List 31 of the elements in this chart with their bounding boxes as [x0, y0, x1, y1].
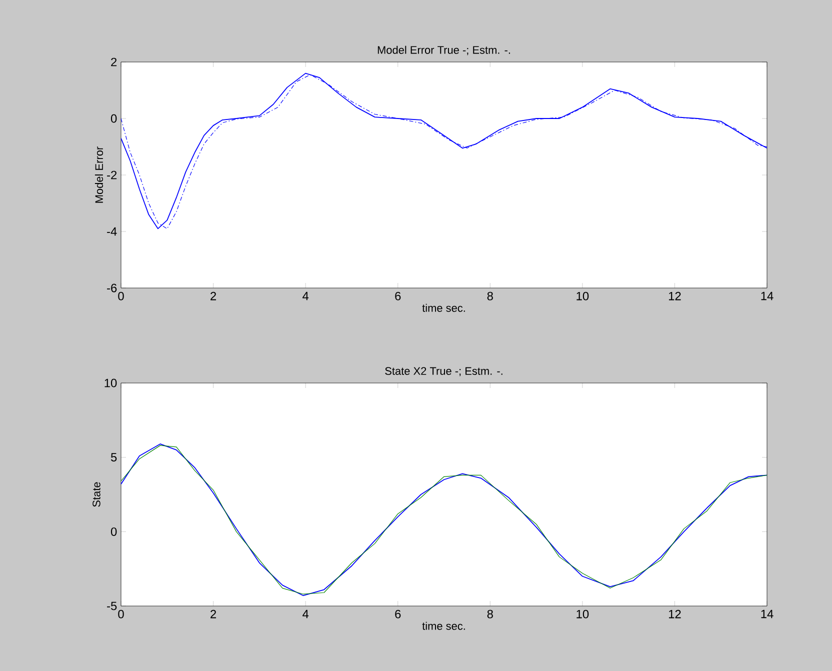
chart-title: Model Error True -; Estm. -.	[378, 46, 510, 56]
y-tick-label: 2	[111, 58, 117, 66]
x-tick-label: 8	[487, 292, 493, 300]
x-tick-label: 8	[487, 610, 493, 618]
x-tick-label: 4	[302, 292, 309, 300]
y-tick-label: 10	[104, 378, 117, 388]
x-tick-label: 2	[210, 610, 216, 618]
x-tick-label: 10	[576, 292, 589, 300]
x-axis-title: time sec.	[422, 304, 465, 312]
x-tick-label: 12	[668, 610, 681, 618]
x-tick-label: 14	[761, 610, 774, 618]
x-tick-label: 0	[118, 610, 124, 618]
x-tick-label: 0	[118, 292, 124, 300]
y-tick-label: -6	[107, 284, 117, 292]
y-tick-label: 5	[110, 453, 117, 462]
x-tick-label: 10	[576, 610, 589, 618]
x-tick-label: 6	[395, 610, 401, 618]
y-tick-label: 0	[110, 527, 117, 536]
y-tick-label: -2	[107, 170, 117, 180]
y-tick-label: -4	[107, 227, 117, 236]
x-tick-label: 2	[210, 292, 216, 300]
y-tick-label: -5	[107, 602, 117, 610]
chart-title: State X2 True -; Estm. -.	[385, 367, 502, 376]
y-tick-label: 0	[110, 114, 117, 123]
y-axis-title: Model Error	[94, 146, 104, 203]
y-axis-title: State	[92, 482, 100, 507]
x-tick-label: 14	[761, 292, 774, 300]
x-tick-label: 12	[668, 292, 681, 300]
x-axis-title: time sec.	[422, 622, 465, 630]
x-tick-label: 6	[395, 292, 401, 300]
x-tick-label: 4	[302, 610, 309, 618]
